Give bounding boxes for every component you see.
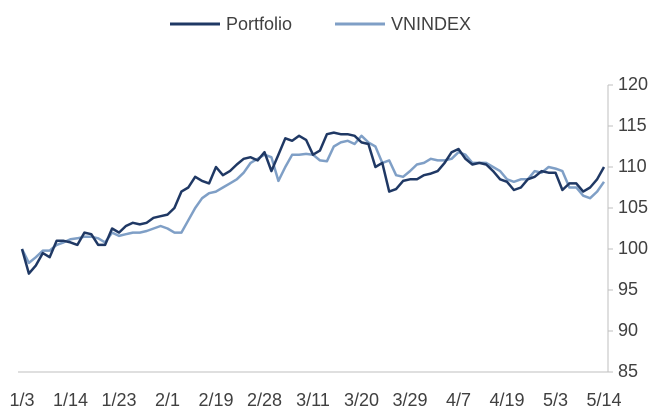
y-tick-label: 110: [618, 156, 647, 176]
x-tick-label: 1/23: [101, 390, 136, 410]
x-tick-label: 3/20: [344, 390, 379, 410]
y-tick-label: 95: [618, 279, 638, 299]
x-tick-label: 1/3: [9, 390, 34, 410]
y-tick-label: 100: [618, 238, 648, 258]
legend-label: Portfolio: [226, 14, 292, 34]
x-tick-label: 4/19: [489, 390, 524, 410]
y-tick-label: 85: [618, 361, 638, 381]
y-tick-label: 120: [618, 74, 648, 94]
y-tick-label: 115: [618, 115, 647, 135]
x-tick-label: 2/1: [155, 390, 180, 410]
legend-label: VNINDEX: [391, 14, 471, 34]
x-tick-label: 1/14: [53, 390, 88, 410]
y-tick-label: 90: [618, 320, 638, 340]
x-tick-label: 2/19: [198, 390, 233, 410]
x-tick-label: 3/29: [392, 390, 427, 410]
x-tick-label: 3/11: [296, 390, 330, 410]
x-tick-label: 2/28: [247, 390, 282, 410]
x-tick-label: 5/14: [586, 390, 621, 410]
x-tick-label: 4/7: [446, 390, 471, 410]
series-line: [20, 131, 606, 275]
y-tick-label: 105: [618, 197, 648, 217]
x-tick-label: 5/3: [543, 390, 568, 410]
